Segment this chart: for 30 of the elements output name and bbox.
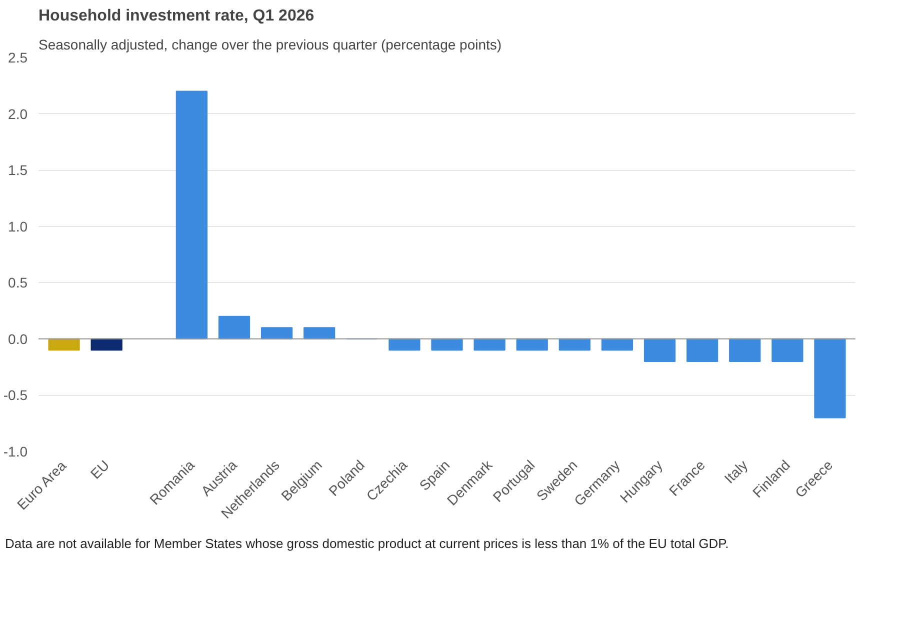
bar	[601, 338, 634, 351]
y-tick-label: 1.5	[8, 162, 28, 178]
chart-title: Household investment rate, Q1 2026	[38, 8, 314, 24]
bar	[90, 338, 122, 351]
bar	[814, 338, 846, 418]
bar	[729, 338, 761, 362]
text: Data are not available for Member States whose gross domestic product at current prices is less than 1% of the EU total GDP.	[5, 535, 729, 553]
y-tick-label: 0.0	[8, 330, 28, 347]
chart-subtitle: Seasonally adjusted, change over the previous quarter (percentage points)	[38, 36, 502, 52]
x-tick-label: Italy	[721, 456, 751, 486]
bar	[304, 327, 336, 340]
bar	[772, 338, 804, 362]
bar	[431, 338, 463, 351]
bar	[48, 338, 80, 351]
y-tick-label: 0.5	[8, 274, 28, 291]
x-tick-label: EU	[87, 456, 112, 482]
bar	[686, 338, 718, 362]
y-tick-label: -1.0	[3, 444, 28, 460]
bar	[176, 90, 208, 340]
bar	[260, 327, 293, 340]
bar	[644, 338, 676, 362]
bar	[516, 338, 548, 351]
y-tick-label: -0.5	[3, 387, 28, 404]
y-tick-label: 2.0	[8, 106, 28, 122]
bar	[218, 316, 250, 340]
bar	[474, 338, 506, 351]
y-tick-label: 1.0	[8, 218, 28, 234]
y-tick-label: 2.5	[8, 50, 28, 66]
bar	[558, 338, 590, 351]
bar	[388, 338, 420, 351]
